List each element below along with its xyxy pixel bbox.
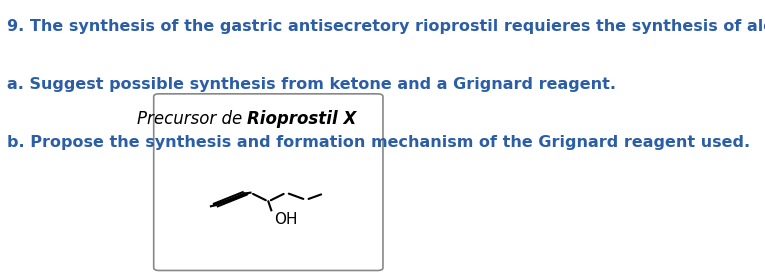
Text: Rioprostil X: Rioprostil X	[248, 110, 356, 128]
Text: b. Propose the synthesis and formation mechanism of the Grignard reagent used.: b. Propose the synthesis and formation m…	[7, 135, 750, 150]
Text: OH: OH	[274, 212, 298, 227]
Text: 9. The synthesis of the gastric antisecretory rioprostil requieres the synthesis: 9. The synthesis of the gastric antisecr…	[7, 19, 765, 34]
FancyBboxPatch shape	[154, 94, 383, 270]
Text: a. Suggest possible synthesis from ketone and a Grignard reagent.: a. Suggest possible synthesis from keton…	[7, 77, 616, 92]
Text: Precursor de: Precursor de	[137, 110, 248, 128]
